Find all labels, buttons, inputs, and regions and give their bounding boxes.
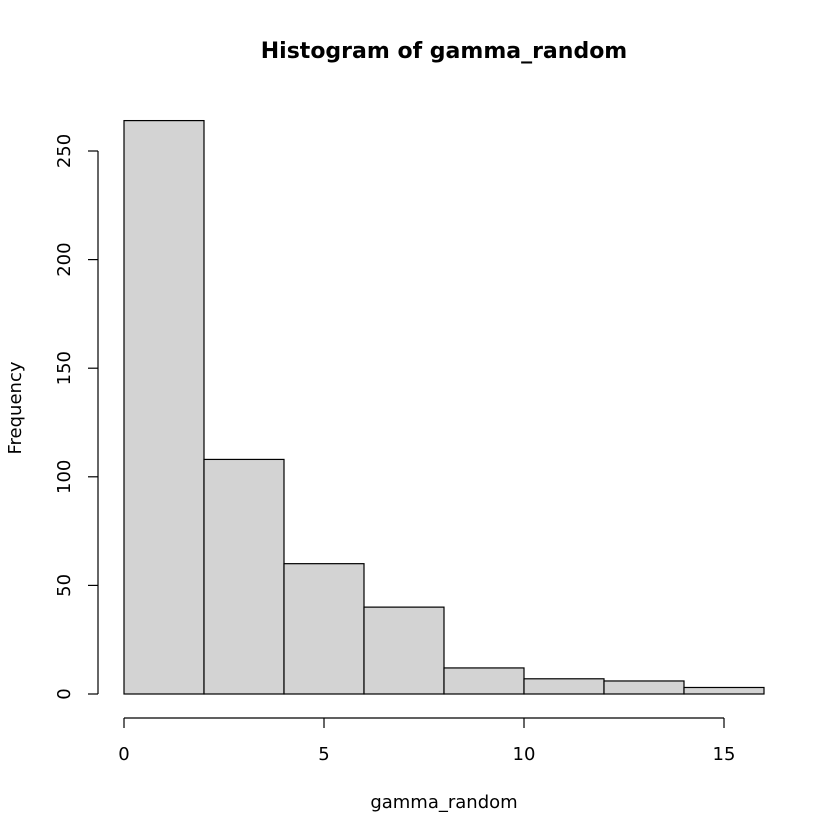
x-tick-label: 0: [118, 744, 129, 765]
histogram-bar-4: [443, 667, 525, 695]
bars-group: [123, 119, 765, 695]
histogram-bar-3: [363, 606, 445, 695]
x-axis: 0 5 10 15: [118, 717, 736, 765]
y-axis-label: Frequency: [5, 361, 26, 454]
y-tick-label: 0: [54, 688, 75, 699]
y-tick-label: 250: [54, 134, 75, 168]
y-axis: 0 50 100 150 200 250: [54, 134, 99, 700]
histogram-bar-5: [523, 678, 605, 695]
x-tick-label: 5: [318, 744, 329, 765]
y-tick-label: 100: [54, 460, 75, 494]
histogram-bar-1: [203, 458, 285, 695]
histogram-bar-0: [123, 119, 205, 695]
x-axis-label: gamma_random: [370, 792, 517, 813]
histogram-bar-6: [603, 680, 685, 695]
histogram-bar-2: [283, 563, 365, 695]
y-tick-label: 150: [54, 351, 75, 385]
y-tick-label: 50: [54, 574, 75, 597]
histogram-bar-7: [683, 686, 765, 695]
chart-title: Histogram of gamma_random: [261, 39, 627, 64]
y-tick-label: 200: [54, 242, 75, 276]
x-tick-label: 15: [713, 744, 736, 765]
x-tick-label: 10: [513, 744, 536, 765]
